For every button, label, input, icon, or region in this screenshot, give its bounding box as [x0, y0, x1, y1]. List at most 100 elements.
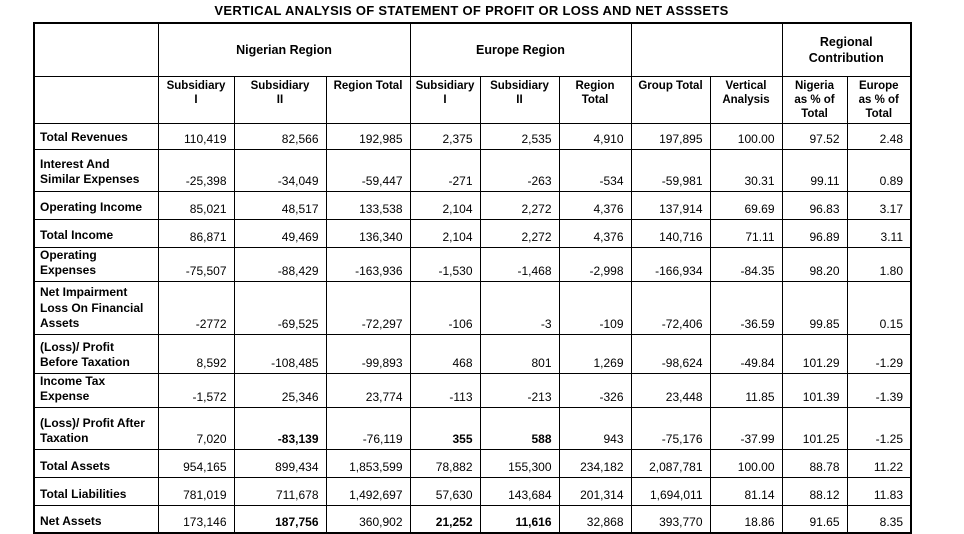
table-row: Total Revenues 110,419 82,566 192,985 2,375 2… — [33, 122, 912, 150]
row-label: Total Revenues — [33, 122, 159, 150]
value-cell: -1.29 — [846, 333, 912, 374]
column-header: Region Total — [558, 75, 632, 124]
column-header: Nigeria as % of Total — [781, 75, 848, 124]
value-cell: 2,375 — [409, 122, 481, 150]
value-cell: 2,087,781 — [630, 448, 711, 478]
table-row: Interest And Similar Expenses -25,398 -34,… — [33, 148, 912, 192]
value-cell: -84.35 — [709, 246, 783, 282]
table-row: Total Liabilities 781,019 711,678 1,492,697… — [33, 476, 912, 506]
value-cell: 3.11 — [846, 218, 912, 248]
row-label: Interest And Similar Expenses — [33, 148, 159, 192]
value-cell: 88.12 — [781, 476, 848, 506]
value-cell: 0.89 — [846, 148, 912, 192]
value-cell: 781,019 — [157, 476, 235, 506]
table-row: Total Assets 954,165 899,434 1,853,599 78,88… — [33, 448, 912, 478]
value-cell: 49,469 — [233, 218, 327, 248]
value-cell: -3 — [479, 280, 560, 335]
value-cell: 201,314 — [558, 476, 632, 506]
value-cell: -166,934 — [630, 246, 711, 282]
table-row: Net Assets 173,146 187,756 360,902 21,252 11,… — [33, 504, 912, 534]
value-cell: -75,176 — [630, 406, 711, 450]
value-cell: -2772 — [157, 280, 235, 335]
value-cell: 155,300 — [479, 448, 560, 478]
value-cell: 25,346 — [233, 372, 327, 408]
value-cell: 801 — [479, 333, 560, 374]
row-label: Total Liabilities — [33, 476, 159, 506]
row-label: Total Assets — [33, 448, 159, 478]
value-cell: -213 — [479, 372, 560, 408]
value-cell: -98,624 — [630, 333, 711, 374]
value-cell: -1,468 — [479, 246, 560, 282]
value-cell: 96.89 — [781, 218, 848, 248]
value-cell: 4,910 — [558, 122, 632, 150]
value-cell: -83,139 — [233, 406, 327, 450]
value-cell: 954,165 — [157, 448, 235, 478]
table-row: Net Impairment Loss On Financial Assets -… — [33, 280, 912, 335]
value-cell: 197,895 — [630, 122, 711, 150]
value-cell: 4,376 — [558, 190, 632, 220]
value-cell: 393,770 — [630, 504, 711, 534]
value-cell: 21,252 — [409, 504, 481, 534]
value-cell: -88,429 — [233, 246, 327, 282]
value-cell: 468 — [409, 333, 481, 374]
value-cell: -72,406 — [630, 280, 711, 335]
value-cell: -76,119 — [325, 406, 411, 450]
value-cell: 18.86 — [709, 504, 783, 534]
group-header: Nigerian Region — [157, 22, 411, 77]
row-label: Total Income — [33, 218, 159, 248]
column-header — [33, 75, 159, 124]
group-header: Europe Region — [409, 22, 632, 77]
value-cell: 110,419 — [157, 122, 235, 150]
value-cell: 98.20 — [781, 246, 848, 282]
value-cell: -72,297 — [325, 280, 411, 335]
value-cell: 711,678 — [233, 476, 327, 506]
vertical-analysis-table: Nigerian Region Europe Region Regional Con… — [33, 22, 913, 534]
value-cell: -49.84 — [709, 333, 783, 374]
value-cell: 30.31 — [709, 148, 783, 192]
page-title: VERTICAL ANALYSIS OF STATEMENT OF PROFIT… — [214, 3, 729, 18]
value-cell: 187,756 — [233, 504, 327, 534]
value-cell: -75,507 — [157, 246, 235, 282]
value-cell: 32,868 — [558, 504, 632, 534]
column-header: Vertical Analysis — [709, 75, 783, 124]
column-header: Subsidiary II — [479, 75, 560, 124]
value-cell: 88.78 — [781, 448, 848, 478]
value-cell: -36.59 — [709, 280, 783, 335]
table-row: Operating Income 85,021 48,517 133,538 2,104… — [33, 190, 912, 220]
value-cell: 101.29 — [781, 333, 848, 374]
value-cell: -69,525 — [233, 280, 327, 335]
value-cell: -1.39 — [846, 372, 912, 408]
value-cell: 173,146 — [157, 504, 235, 534]
value-cell: 57,630 — [409, 476, 481, 506]
value-cell: -534 — [558, 148, 632, 192]
value-cell: 1.80 — [846, 246, 912, 282]
value-cell: 86,871 — [157, 218, 235, 248]
value-cell: -109 — [558, 280, 632, 335]
row-label: Operating Income — [33, 190, 159, 220]
value-cell: 100.00 — [709, 448, 783, 478]
value-cell: 899,434 — [233, 448, 327, 478]
value-cell: 355 — [409, 406, 481, 450]
group-header-row: Nigerian Region Europe Region Regional Con… — [33, 22, 912, 77]
value-cell: -59,981 — [630, 148, 711, 192]
value-cell: 78,882 — [409, 448, 481, 478]
value-cell: -163,936 — [325, 246, 411, 282]
column-header: Subsidiary I — [409, 75, 481, 124]
value-cell: -2,998 — [558, 246, 632, 282]
value-cell: 100.00 — [709, 122, 783, 150]
value-cell: 2.48 — [846, 122, 912, 150]
value-cell: 2,535 — [479, 122, 560, 150]
value-cell: 143,684 — [479, 476, 560, 506]
column-header: Europe as % of Total — [846, 75, 912, 124]
value-cell: -1,530 — [409, 246, 481, 282]
value-cell: 99.85 — [781, 280, 848, 335]
value-cell: 8.35 — [846, 504, 912, 534]
value-cell: 2,272 — [479, 218, 560, 248]
value-cell: 11.22 — [846, 448, 912, 478]
column-header-row: Subsidiary I Subsidiary II Region Total Sub… — [33, 75, 912, 124]
column-header: Subsidiary I — [157, 75, 235, 124]
value-cell: -113 — [409, 372, 481, 408]
value-cell: -1.25 — [846, 406, 912, 450]
table-row: Income Tax Expense -1,572 25,346 23,774 -113… — [33, 372, 912, 408]
table-row: (Loss)/ Profit Before Taxation 8,592 -108,… — [33, 333, 912, 374]
